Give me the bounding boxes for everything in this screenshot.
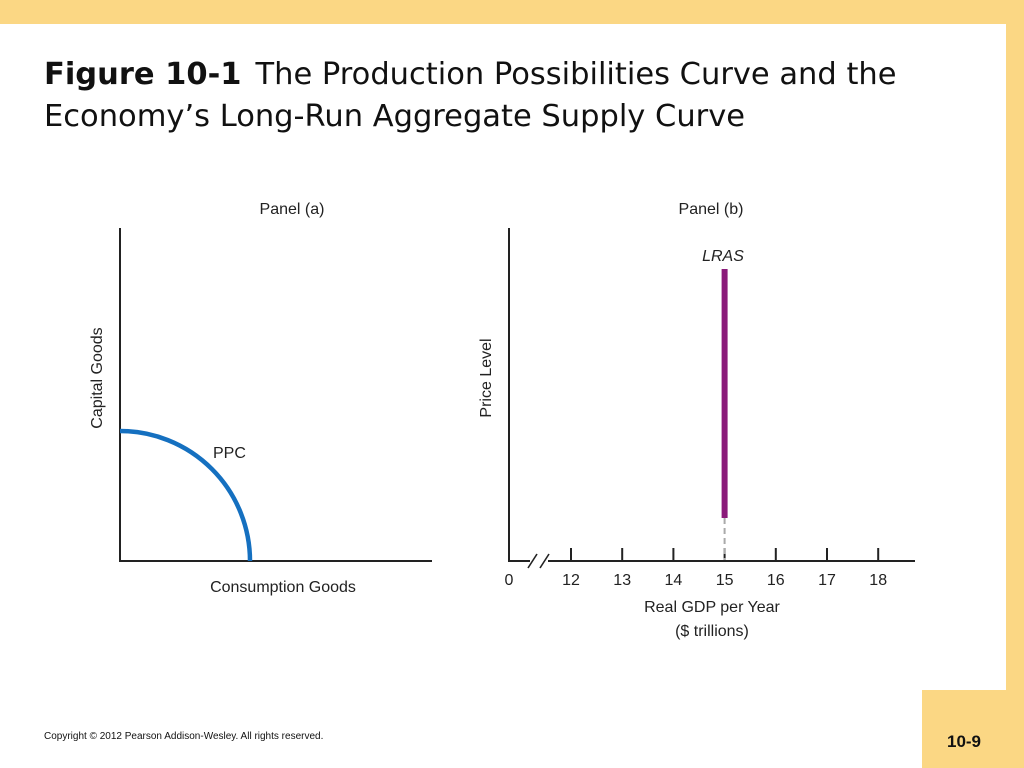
x-tick-label-16: 16	[767, 572, 785, 589]
panel-a-y-label: Capital Goods	[89, 327, 106, 428]
x-tick-label-14: 14	[665, 572, 683, 589]
lras-label: LRAS	[702, 248, 744, 265]
slide: Figure 10-1 The Production Possibilities …	[0, 24, 1006, 768]
panel-b-title: Panel (b)	[679, 201, 744, 218]
x-tick-label-15: 15	[716, 572, 734, 589]
panel-a-title: Panel (a)	[260, 201, 325, 218]
panel-b-x-ticks: 0 12 13 14 15 16 17 18	[505, 548, 887, 589]
panel-b-y-label: Price Level	[478, 338, 495, 417]
x-tick-label-0: 0	[505, 572, 514, 589]
panel-b: Panel (b) 0 12 13 14 15 16 17 18 LRAS Real GDP …	[478, 201, 915, 640]
figure-title: The Production Possibilities Curve and t…	[44, 57, 897, 134]
panel-b-x-units: ($ trillions)	[675, 623, 749, 640]
copyright-notice: Copyright © 2012 Pearson Addison-Wesley.…	[44, 731, 324, 742]
x-tick-label-18: 18	[869, 572, 887, 589]
slide-number-box: 10-9	[922, 690, 1006, 768]
x-tick-label-13: 13	[613, 572, 631, 589]
x-tick-label-12: 12	[562, 572, 580, 589]
slide-number: 10-9	[946, 732, 982, 751]
panel-a-x-label: Consumption Goods	[210, 579, 356, 596]
slide-title: Figure 10-1 The Production Possibilities …	[44, 54, 994, 138]
x-tick-label-17: 17	[818, 572, 836, 589]
ppc-curve	[119, 428, 253, 562]
ppc-label: PPC	[213, 445, 246, 462]
figure-label: Figure 10-1	[44, 57, 242, 92]
axis-break-marker	[527, 553, 550, 569]
panel-b-x-label: Real GDP per Year	[644, 599, 780, 616]
panel-a: Panel (a) PPC Consumption Goods Capital …	[89, 201, 432, 596]
